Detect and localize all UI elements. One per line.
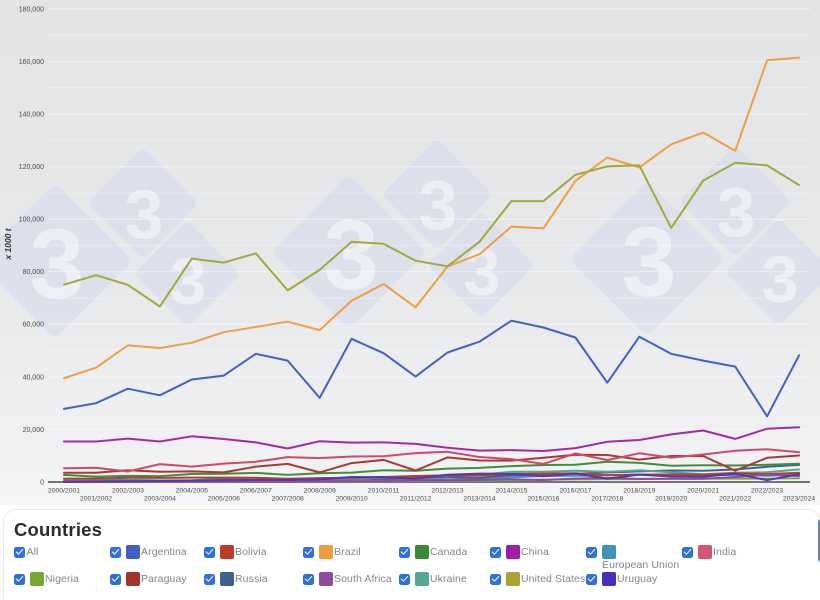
svg-text:140,000: 140,000 [19, 112, 44, 119]
svg-text:3: 3 [621, 206, 676, 317]
svg-text:2017/2018: 2017/2018 [591, 496, 623, 503]
svg-text:3: 3 [29, 208, 84, 319]
svg-text:60,000: 60,000 [23, 322, 45, 329]
svg-text:3: 3 [323, 199, 378, 310]
svg-text:3: 3 [717, 173, 756, 251]
svg-text:2012/2013: 2012/2013 [431, 488, 463, 495]
svg-text:2003/2004: 2003/2004 [144, 496, 176, 503]
svg-text:80,000: 80,000 [23, 269, 45, 276]
svg-text:120,000: 120,000 [19, 164, 44, 171]
svg-text:2020/2021: 2020/2021 [687, 488, 719, 495]
svg-text:2004/2005: 2004/2005 [176, 488, 208, 495]
svg-text:2001/2002: 2001/2002 [80, 496, 112, 503]
svg-text:40,000: 40,000 [23, 374, 45, 381]
svg-text:20,000: 20,000 [23, 427, 45, 434]
svg-text:2018/2019: 2018/2019 [623, 488, 655, 495]
svg-text:2002/2003: 2002/2003 [112, 488, 144, 495]
svg-text:2016/2017: 2016/2017 [559, 488, 591, 495]
svg-text:2022/2023: 2022/2023 [751, 488, 783, 495]
svg-text:2014/2015: 2014/2015 [495, 488, 527, 495]
svg-text:2015/2016: 2015/2016 [527, 496, 559, 503]
svg-text:180,000: 180,000 [19, 6, 44, 13]
svg-text:2005/2006: 2005/2006 [208, 496, 240, 503]
svg-text:2006/2007: 2006/2007 [240, 488, 272, 495]
svg-text:2023/2024: 2023/2024 [783, 496, 815, 503]
svg-text:2008/2009: 2008/2009 [304, 488, 336, 495]
svg-text:3: 3 [419, 166, 458, 244]
svg-text:100,000: 100,000 [19, 217, 44, 224]
svg-text:3: 3 [125, 175, 164, 253]
svg-text:2009/2010: 2009/2010 [336, 496, 368, 503]
svg-text:2011/2012: 2011/2012 [400, 496, 432, 503]
svg-text:0: 0 [40, 479, 44, 486]
svg-text:160,000: 160,000 [19, 59, 44, 66]
svg-text:x 1000 t: x 1000 t [3, 227, 13, 260]
svg-text:2013/2014: 2013/2014 [463, 496, 495, 503]
svg-text:3: 3 [170, 244, 207, 318]
svg-text:2000/2001: 2000/2001 [48, 488, 80, 495]
svg-text:2007/2008: 2007/2008 [272, 496, 304, 503]
svg-text:3: 3 [762, 242, 799, 316]
svg-text:2021/2022: 2021/2022 [719, 496, 751, 503]
svg-text:2010/2011: 2010/2011 [368, 488, 400, 495]
svg-text:2019/2020: 2019/2020 [655, 496, 687, 503]
